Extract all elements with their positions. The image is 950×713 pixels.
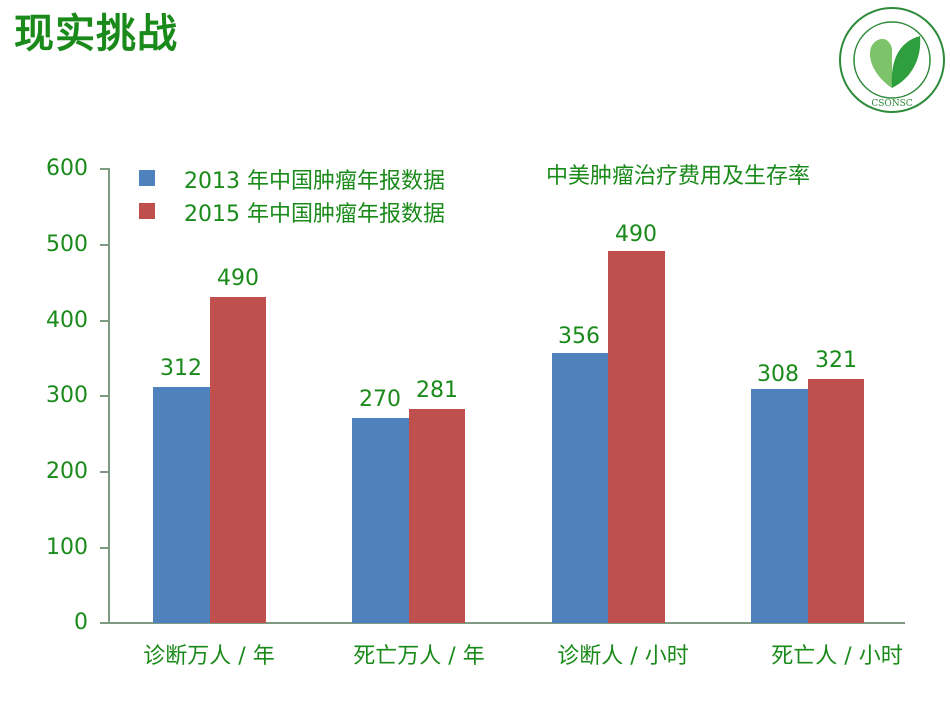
y-tick [100,395,109,397]
bar-2015-deaths-per-hour [808,379,864,623]
bar-2013-diagnosis-per-hour [552,353,608,623]
y-tick-label: 500 [46,232,88,257]
y-tick [100,547,109,549]
x-category-label: 死亡万人 / 年 [353,644,485,669]
y-tick [100,471,109,473]
slide-title: 现实挑战 [14,11,178,57]
legend-label-2015: 2015 年中国肿瘤年报数据 [184,202,445,227]
bar-2013-deaths-per-hour [751,389,808,623]
svg-text:CSONSC: CSONSC [871,99,912,109]
data-label: 490 [615,222,657,247]
data-label: 321 [815,348,857,373]
y-tick-label: 600 [46,156,88,181]
data-label: 490 [217,266,259,291]
bar-2013-diagnosis-per-year [153,387,210,623]
data-label: 281 [416,378,458,403]
x-axis-line [108,622,905,624]
y-axis-line [108,168,110,624]
data-label: 312 [160,356,202,381]
y-tick [100,320,109,322]
x-category-label: 死亡人 / 小时 [771,644,903,669]
bar-2015-diagnosis-per-hour [608,251,665,623]
bar-2015-diagnosis-per-year [210,297,266,623]
y-tick [100,168,109,170]
data-label: 356 [558,324,600,349]
y-tick-label: 400 [46,308,88,333]
y-tick [100,622,109,624]
y-tick-label: 100 [46,535,88,560]
data-label: 270 [359,387,401,412]
legend-label-2013: 2013 年中国肿瘤年报数据 [184,169,445,194]
chart-title: 中美肿瘤治疗费用及生存率 [546,164,811,189]
data-label: 308 [757,362,799,387]
bar-2015-deaths-per-year [409,409,465,623]
y-tick [100,244,109,246]
y-tick-label: 0 [74,610,88,635]
legend-swatch-2015 [139,203,155,219]
bar-2013-deaths-per-year [352,418,409,623]
heart-leaf-logo-icon: CSONSC [838,6,946,114]
y-tick-label: 200 [46,459,88,484]
x-category-label: 诊断万人 / 年 [143,644,275,669]
legend-swatch-2013 [139,170,155,186]
y-tick-label: 300 [46,383,88,408]
x-category-label: 诊断人 / 小时 [557,644,689,669]
